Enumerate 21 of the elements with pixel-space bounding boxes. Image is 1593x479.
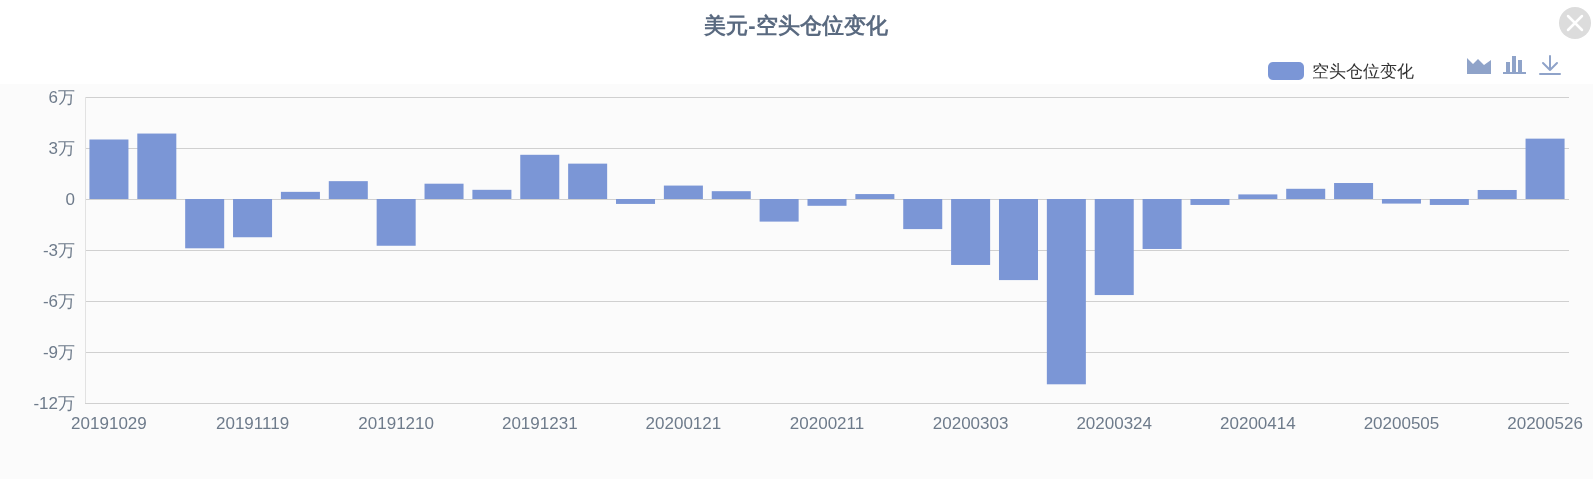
x-tick-label: 20191231 (501, 413, 578, 433)
y-tick-label: 0 (65, 189, 75, 209)
x-tick-label: 20191119 (215, 413, 290, 433)
x-tick-label: 20200121 (645, 413, 722, 433)
x-tick-label: 20200505 (1363, 413, 1440, 433)
x-tick-label: 20200414 (1220, 413, 1296, 433)
x-tick-label: 20191029 (71, 413, 147, 433)
y-tick-label: 6万 (48, 87, 75, 107)
y-tick-label: -3万 (42, 240, 75, 260)
y-tick-label: -12万 (33, 393, 75, 413)
x-tick-label: 20200303 (932, 413, 1009, 433)
legend-label: 空头仓位变化 (1312, 61, 1414, 81)
legend: 空头仓位变化 (1268, 61, 1414, 81)
x-tick-label: 20200526 (1507, 413, 1583, 433)
y-tick-label: -6万 (42, 291, 75, 311)
title: 美元-空头仓位变化 (704, 13, 888, 38)
x-tick-label: 20200324 (1076, 413, 1153, 433)
y-tick-label: -9万 (42, 342, 75, 362)
x-tick-label: 20200211 (789, 413, 865, 433)
x-tick-label: 20191210 (358, 413, 434, 433)
y-tick-label: 3万 (48, 138, 75, 158)
